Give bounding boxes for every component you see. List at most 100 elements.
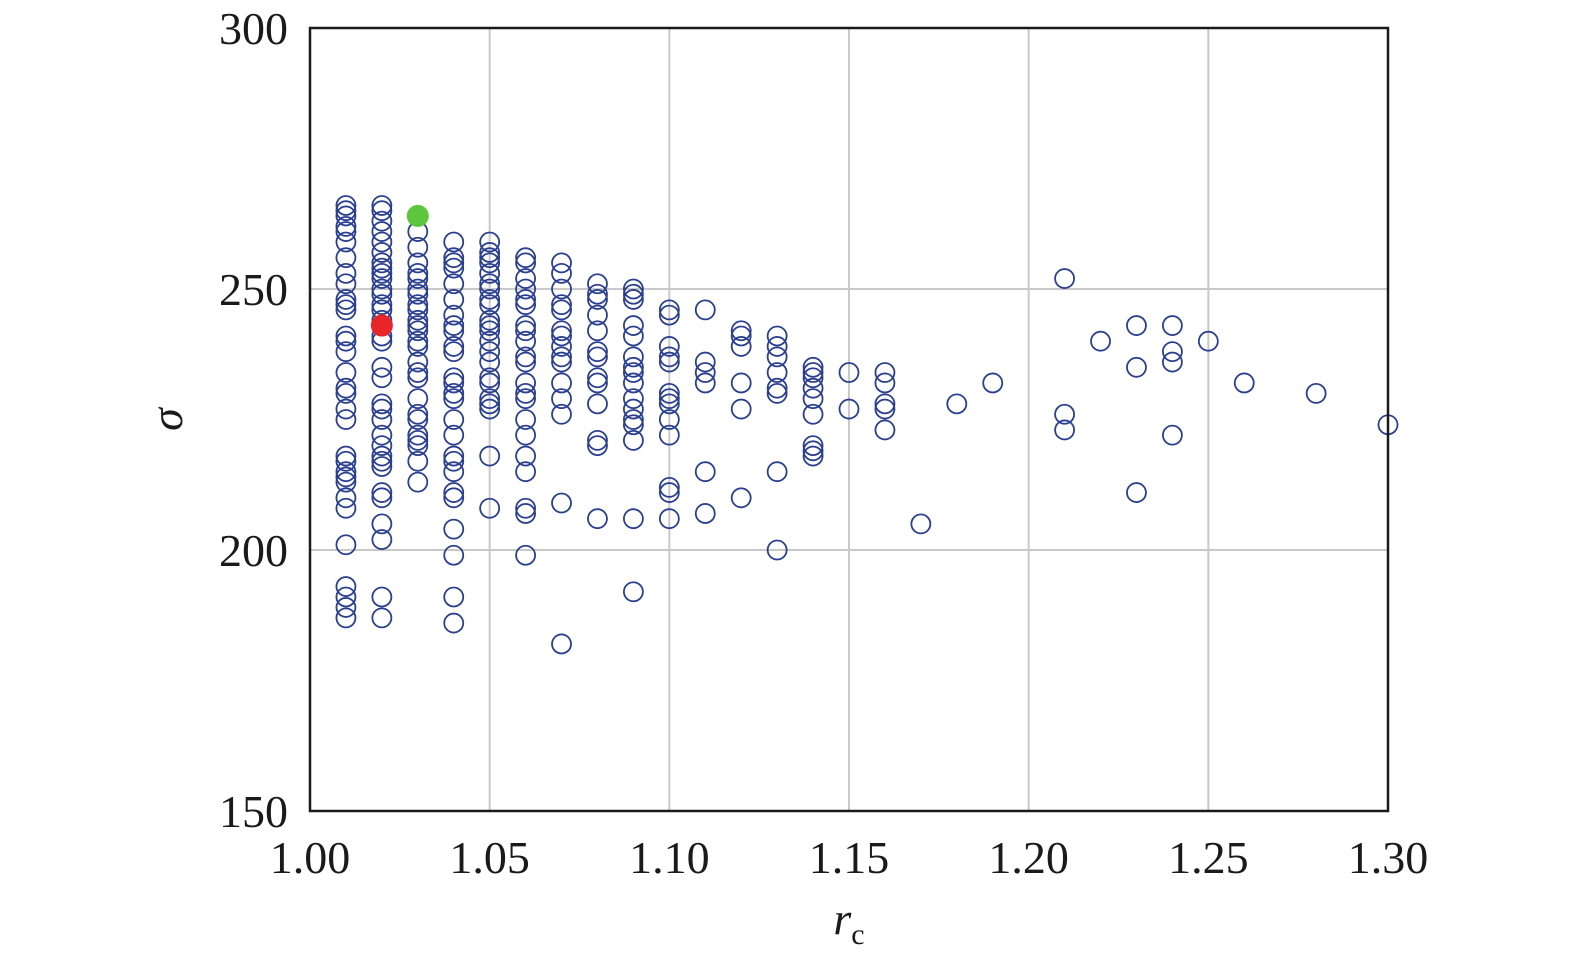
- data-point: [551, 325, 572, 347]
- x-tick-label: 1.05: [449, 832, 530, 883]
- data-point: [658, 304, 680, 326]
- data-point: [694, 299, 716, 321]
- data-point: [587, 393, 608, 415]
- data-point: [874, 398, 896, 420]
- data-point: [515, 445, 536, 467]
- data-point: [479, 273, 501, 295]
- data-point: [371, 195, 393, 216]
- data-point: [335, 330, 357, 352]
- data-point: [407, 236, 429, 258]
- x-tick-label: 1.25: [1168, 832, 1249, 883]
- data-point: [443, 367, 465, 389]
- data-point: [1054, 268, 1075, 289]
- data-point: [407, 435, 429, 457]
- data-point: [371, 283, 393, 305]
- data-point: [623, 346, 644, 368]
- data-point: [479, 388, 501, 410]
- data-point: [587, 289, 608, 310]
- data-point: [587, 273, 608, 295]
- data-point: [515, 289, 536, 310]
- data-point: [407, 268, 429, 289]
- data-point: [335, 289, 357, 310]
- data-point: [587, 346, 608, 368]
- data-point: [515, 351, 536, 373]
- data-point: [335, 576, 357, 597]
- data-point: [479, 262, 501, 284]
- data-point: [407, 320, 429, 342]
- data-point: [371, 513, 393, 535]
- data-point: [515, 388, 536, 410]
- data-point: [335, 398, 357, 420]
- data-point: [443, 320, 465, 342]
- grid-lines: [310, 28, 1388, 811]
- x-axis-label-subscript: c: [851, 918, 864, 951]
- data-point: [443, 341, 465, 363]
- data-point: [371, 435, 393, 457]
- data-point: [658, 393, 680, 415]
- data-point: [587, 304, 608, 326]
- data-point: [335, 325, 357, 347]
- data-point: [335, 362, 357, 383]
- data-point: [479, 320, 501, 342]
- data-point: [694, 461, 716, 483]
- data-point: [335, 247, 357, 269]
- data-point: [1126, 482, 1147, 503]
- y-tick-labels: 150 200 250 300: [219, 3, 288, 837]
- data-point: [335, 450, 357, 472]
- data-point: [407, 278, 429, 300]
- data-point: [623, 315, 644, 336]
- data-point: [335, 497, 357, 519]
- data-point: [479, 231, 501, 253]
- data-point: [443, 289, 465, 310]
- data-point: [371, 262, 393, 284]
- data-point: [371, 252, 393, 274]
- data-point: [551, 299, 572, 321]
- data-point: [407, 362, 429, 383]
- data-point: [946, 393, 968, 415]
- data-point: [443, 482, 465, 503]
- data-point: [587, 372, 608, 394]
- data-point: [730, 325, 752, 347]
- data-point: [479, 278, 501, 300]
- data-point: [551, 262, 572, 284]
- data-point: [371, 356, 393, 378]
- data-point: [335, 231, 357, 253]
- data-point: [407, 367, 429, 389]
- highlighted-points: [370, 204, 429, 337]
- data-point: [694, 362, 716, 383]
- data-point: [335, 273, 357, 295]
- data-point: [623, 409, 644, 430]
- data-point: [874, 372, 896, 394]
- data-point: [658, 382, 680, 404]
- data-point: [802, 403, 824, 425]
- data-point: [1162, 315, 1183, 336]
- data-point: [335, 607, 357, 629]
- data-point: [335, 262, 357, 284]
- data-point: [371, 268, 393, 289]
- data-point: [371, 445, 393, 467]
- plot-area-frame: [308, 26, 1390, 813]
- data-point: [371, 257, 393, 279]
- data-point: [443, 304, 465, 326]
- data-point: [587, 283, 608, 305]
- data-point: [694, 372, 716, 394]
- data-point: [335, 586, 357, 608]
- data-point: [658, 508, 680, 530]
- data-point: [371, 221, 393, 242]
- data-point: [587, 429, 608, 451]
- data-point: [551, 320, 572, 342]
- data-point: [515, 330, 536, 352]
- data-point: [515, 424, 536, 446]
- data-point: [371, 586, 393, 608]
- data-point: [658, 388, 680, 410]
- data-point: [515, 294, 536, 316]
- data-point: [371, 242, 393, 263]
- data-point: [730, 398, 752, 420]
- data-point: [335, 471, 357, 493]
- highlight-point-red: [370, 314, 393, 337]
- data-point: [766, 325, 788, 347]
- data-point: [551, 633, 572, 655]
- data-point: [371, 487, 393, 509]
- data-point: [623, 398, 644, 420]
- data-point: [443, 409, 465, 430]
